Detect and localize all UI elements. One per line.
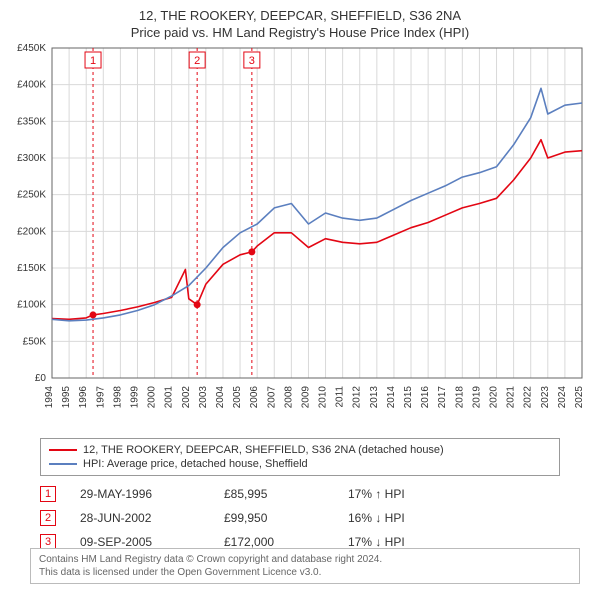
x-tick-label: 1997 <box>95 386 106 409</box>
sale-marker-number: 3 <box>249 55 255 67</box>
x-tick-label: 1996 <box>78 386 89 409</box>
title-address: 12, THE ROOKERY, DEEPCAR, SHEFFIELD, S36… <box>0 8 600 23</box>
x-tick-label: 2003 <box>198 386 209 409</box>
chart-svg: £0 £50K £100K £150K £200K £250K £300K £350K £400… <box>0 40 600 432</box>
x-tick-label: 2005 <box>232 386 243 409</box>
transaction-row: 2 28-JUN-2002 £99,950 16% ↓ HPI <box>40 506 560 530</box>
x-tick-label: 2023 <box>540 386 551 409</box>
transaction-price: £172,000 <box>224 535 324 549</box>
transaction-diff: 16% ↓ HPI <box>348 511 468 525</box>
legend-row: 12, THE ROOKERY, DEEPCAR, SHEFFIELD, S36… <box>49 443 551 457</box>
x-tick-label: 1999 <box>129 386 140 409</box>
transactions-table: 1 29-MAY-1996 £85,995 17% ↑ HPI 2 28-JUN-2002… <box>40 482 560 554</box>
legend: 12, THE ROOKERY, DEEPCAR, SHEFFIELD, S36… <box>40 438 560 476</box>
x-tick-label: 2011 <box>335 386 346 408</box>
legend-label: 12, THE ROOKERY, DEEPCAR, SHEFFIELD, S36… <box>83 444 444 456</box>
y-tick-label: £300K <box>17 153 46 164</box>
x-tick-label: 2016 <box>420 386 431 409</box>
x-tick-label: 2010 <box>318 386 329 409</box>
x-tick-label: 1998 <box>112 386 123 409</box>
y-tick-label: £450K <box>17 43 46 54</box>
y-tick-label: £0 <box>35 373 47 384</box>
y-tick-label: £150K <box>17 263 46 274</box>
transaction-date: 28-JUN-2002 <box>80 511 200 525</box>
x-tick-label: 2017 <box>437 386 448 409</box>
footer-line2: This data is licensed under the Open Gov… <box>39 566 571 579</box>
transaction-diff: 17% ↑ HPI <box>348 487 468 501</box>
x-tick-label: 2015 <box>403 386 414 409</box>
chart: £0 £50K £100K £150K £200K £250K £300K £350K £400… <box>0 40 600 432</box>
transaction-marker: 1 <box>40 486 56 502</box>
transaction-price: £99,950 <box>224 511 324 525</box>
page: 12, THE ROOKERY, DEEPCAR, SHEFFIELD, S36… <box>0 0 600 590</box>
plot-bg <box>52 48 582 378</box>
x-tick-label: 2004 <box>215 386 226 409</box>
x-tick-label: 2021 <box>506 386 517 409</box>
transaction-date: 29-MAY-1996 <box>80 487 200 501</box>
y-tick-label: £250K <box>17 190 46 201</box>
transaction-marker: 2 <box>40 510 56 526</box>
y-tick-label: £200K <box>17 226 46 237</box>
x-tick-label: 2006 <box>249 386 260 409</box>
x-tick-label: 1994 <box>44 386 55 409</box>
x-tick-label: 2014 <box>386 386 397 409</box>
title-subtitle: Price paid vs. HM Land Registry's House … <box>0 25 600 40</box>
x-tick-label: 2001 <box>164 386 175 409</box>
x-tick-label: 2018 <box>454 386 465 409</box>
legend-swatch <box>49 449 77 451</box>
x-tick-label: 2009 <box>300 386 311 409</box>
x-tick-label: 1995 <box>61 386 72 409</box>
transaction-diff: 17% ↓ HPI <box>348 535 468 549</box>
x-tick-label: 2020 <box>489 386 500 409</box>
x-tick-label: 2007 <box>266 386 277 409</box>
x-tick-label: 2000 <box>147 386 158 409</box>
titles: 12, THE ROOKERY, DEEPCAR, SHEFFIELD, S36… <box>0 0 600 40</box>
legend-label: HPI: Average price, detached house, Shef… <box>83 458 308 470</box>
x-tick-label: 2019 <box>471 386 482 409</box>
transaction-row: 1 29-MAY-1996 £85,995 17% ↑ HPI <box>40 482 560 506</box>
x-tick-label: 2012 <box>352 386 363 409</box>
footer-line1: Contains HM Land Registry data © Crown c… <box>39 553 571 566</box>
y-tick-label: £100K <box>17 300 46 311</box>
sale-marker-number: 2 <box>194 55 200 67</box>
x-tick-label: 2008 <box>283 386 294 409</box>
x-tick-label: 2013 <box>369 386 380 409</box>
x-tick-label: 2002 <box>181 386 192 409</box>
x-tick-label: 2024 <box>557 386 568 409</box>
y-tick-label: £350K <box>17 116 46 127</box>
footer: Contains HM Land Registry data © Crown c… <box>30 548 580 584</box>
transaction-price: £85,995 <box>224 487 324 501</box>
legend-swatch <box>49 463 77 465</box>
sale-marker-number: 1 <box>90 55 96 67</box>
y-tick-label: £50K <box>23 336 47 347</box>
x-tick-label: 2025 <box>574 386 585 409</box>
x-tick-label: 2022 <box>523 386 534 409</box>
y-tick-label: £400K <box>17 80 46 91</box>
transaction-date: 09-SEP-2005 <box>80 535 200 549</box>
legend-row: HPI: Average price, detached house, Shef… <box>49 457 551 471</box>
